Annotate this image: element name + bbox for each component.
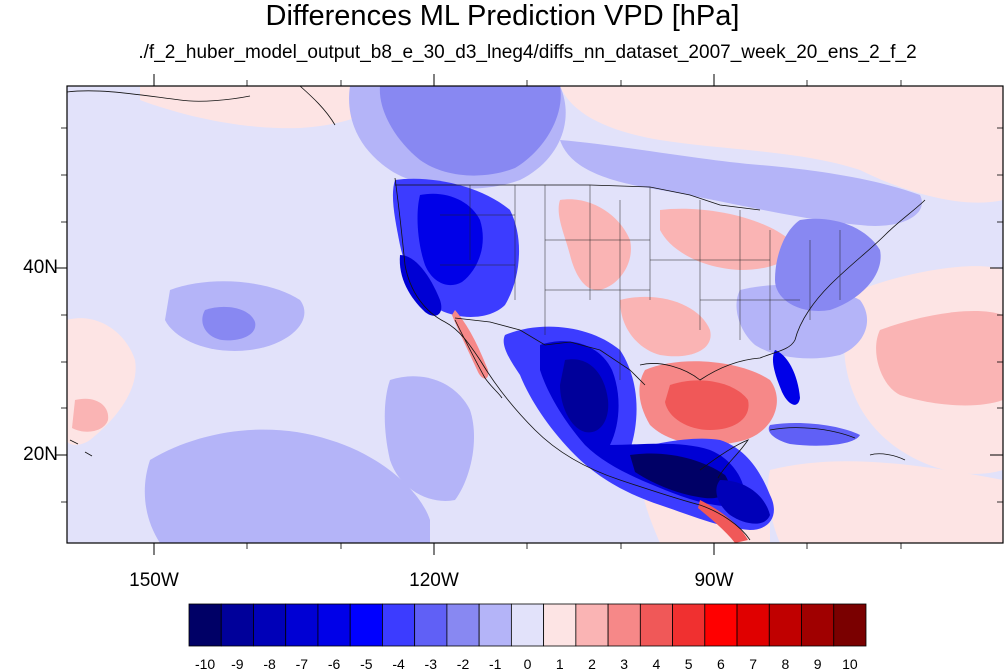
field-red-plains [558,199,631,291]
colorbar-label: 6 [717,656,725,672]
field-pink-caribbean [768,461,1003,543]
lat-label-20n: 20N [23,444,58,465]
colorbar-label: 5 [684,656,693,672]
colorbar-label: -3 [424,656,437,672]
colorbar-box [768,603,802,647]
colorbar-label: 1 [555,656,564,672]
colorbar-box [801,603,835,647]
field-pink-northeast [560,86,1003,203]
colorbar-box [414,603,448,647]
colorbar-box [833,603,867,647]
colorbar-box [478,603,512,647]
baja-california [454,319,503,399]
field-red-atlantic [876,310,1003,406]
field-blue-mexico-south-core [630,453,729,499]
field-red-baja-streak [452,310,489,379]
field-blue-california [399,255,442,316]
colorbar-box [704,603,738,647]
colorbar-label: -6 [327,656,341,672]
colorbar-label: 0 [523,656,532,672]
colorbar-box [607,603,641,647]
field-pink-north-pacific [140,86,400,129]
colorbar-box [188,603,222,647]
lon-label-150w: 150W [129,570,179,591]
colorbar-box [349,603,383,647]
colorbar-label: 8 [781,656,790,672]
colorbar-label: -5 [360,656,373,672]
field-blue-canada [560,140,922,226]
field-blue-pacific-patch [202,306,256,341]
field-red-gulf-core [665,380,749,430]
map-title: Differences ML Prediction VPD [hPa] [265,0,740,32]
colorbar-box [672,603,706,647]
alaska-coast [67,86,336,126]
field-blue-north-plume [379,86,561,176]
colorbar-label: 10 [842,656,858,672]
colorbar-box [220,603,254,647]
colorbar-box [639,603,673,647]
colorbar-box [285,603,319,647]
hawaii [69,439,93,457]
north-america-coastline [394,177,926,541]
map-subtitle: ./f_2_huber_model_output_b8_e_30_d3_lneg… [138,42,917,63]
colorbar-box [253,603,287,647]
colorbar-box [575,603,609,647]
colorbar-label: -9 [231,656,244,672]
field-blue-mexico-core [560,359,609,433]
field-red-midwest [660,208,793,270]
colorbar-box [382,603,416,647]
map-frame [66,85,1004,544]
colorbar-label: 4 [652,656,661,672]
cuba [769,427,856,439]
state-borders [440,185,841,380]
field-red-central-america [698,500,748,543]
field-blue-west-core [417,193,483,286]
colorbar-box [543,603,577,647]
lon-label-120w: 120W [409,570,459,591]
colorbar-label: 7 [749,656,758,672]
colorbar-label: -4 [392,656,405,672]
colorbar-box [317,603,351,647]
colorbar-label: 2 [588,656,596,672]
field-blue-caribbean [768,423,860,446]
colorbar-box [736,603,770,647]
colorbar-label: -1 [489,656,502,672]
field-red-texas [620,296,711,357]
colorbar-box [510,603,545,647]
field-blue-guatemala [716,480,770,524]
field-blue-pacific-south [144,429,430,543]
us-mexico-border [454,317,646,386]
lon-label-90w: 90W [694,570,734,591]
colorbar-label: 3 [620,656,629,672]
field-blue-pacific-coast [384,376,475,501]
field-red-pacific-patch [72,398,109,432]
colorbar-label: -7 [295,656,309,672]
colorbar-box [446,603,480,647]
lat-label-40n: 40N [23,257,58,278]
colorbar-label: 9 [813,656,822,672]
colorbar-label: -10 [194,656,216,672]
field-blue-florida [772,350,800,405]
colorbar-label: -2 [456,656,470,672]
colorbar-label: -8 [263,656,276,672]
field-blue-east [775,218,881,311]
hispaniola [869,453,906,461]
